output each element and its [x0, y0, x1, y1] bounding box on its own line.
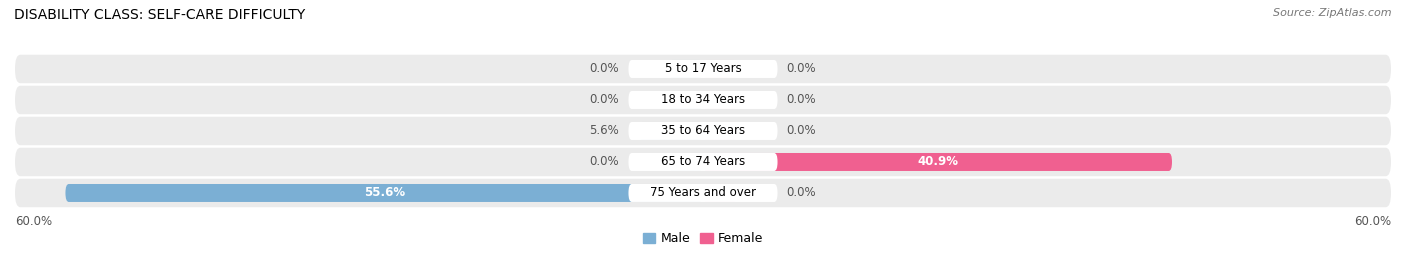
Legend: Male, Female: Male, Female [643, 232, 763, 245]
FancyBboxPatch shape [628, 122, 778, 140]
Text: 0.0%: 0.0% [787, 62, 817, 76]
Text: 0.0%: 0.0% [589, 155, 619, 168]
Text: 60.0%: 60.0% [15, 215, 52, 228]
FancyBboxPatch shape [669, 60, 703, 78]
FancyBboxPatch shape [15, 86, 1391, 114]
FancyBboxPatch shape [669, 91, 703, 109]
FancyBboxPatch shape [669, 153, 703, 171]
Text: Source: ZipAtlas.com: Source: ZipAtlas.com [1274, 8, 1392, 18]
Text: 0.0%: 0.0% [787, 125, 817, 137]
FancyBboxPatch shape [703, 60, 737, 78]
FancyBboxPatch shape [703, 91, 737, 109]
Text: 65 to 74 Years: 65 to 74 Years [661, 155, 745, 168]
Text: 0.0%: 0.0% [787, 186, 817, 200]
Text: 18 to 34 Years: 18 to 34 Years [661, 94, 745, 107]
Text: 40.9%: 40.9% [917, 155, 957, 168]
FancyBboxPatch shape [15, 55, 1391, 83]
FancyBboxPatch shape [628, 184, 778, 202]
Text: 75 Years and over: 75 Years and over [650, 186, 756, 200]
FancyBboxPatch shape [628, 60, 778, 78]
Text: 0.0%: 0.0% [589, 94, 619, 107]
FancyBboxPatch shape [703, 184, 737, 202]
Text: 35 to 64 Years: 35 to 64 Years [661, 125, 745, 137]
FancyBboxPatch shape [66, 184, 703, 202]
FancyBboxPatch shape [703, 153, 1173, 171]
FancyBboxPatch shape [628, 91, 778, 109]
FancyBboxPatch shape [15, 117, 1391, 145]
FancyBboxPatch shape [15, 179, 1391, 207]
Text: 0.0%: 0.0% [787, 94, 817, 107]
FancyBboxPatch shape [703, 122, 737, 140]
Text: 60.0%: 60.0% [1354, 215, 1391, 228]
FancyBboxPatch shape [628, 153, 778, 171]
Text: 0.0%: 0.0% [589, 62, 619, 76]
FancyBboxPatch shape [15, 148, 1391, 176]
Text: 55.6%: 55.6% [364, 186, 405, 200]
Text: DISABILITY CLASS: SELF-CARE DIFFICULTY: DISABILITY CLASS: SELF-CARE DIFFICULTY [14, 8, 305, 22]
FancyBboxPatch shape [638, 122, 703, 140]
Text: 5.6%: 5.6% [589, 125, 619, 137]
Text: 5 to 17 Years: 5 to 17 Years [665, 62, 741, 76]
